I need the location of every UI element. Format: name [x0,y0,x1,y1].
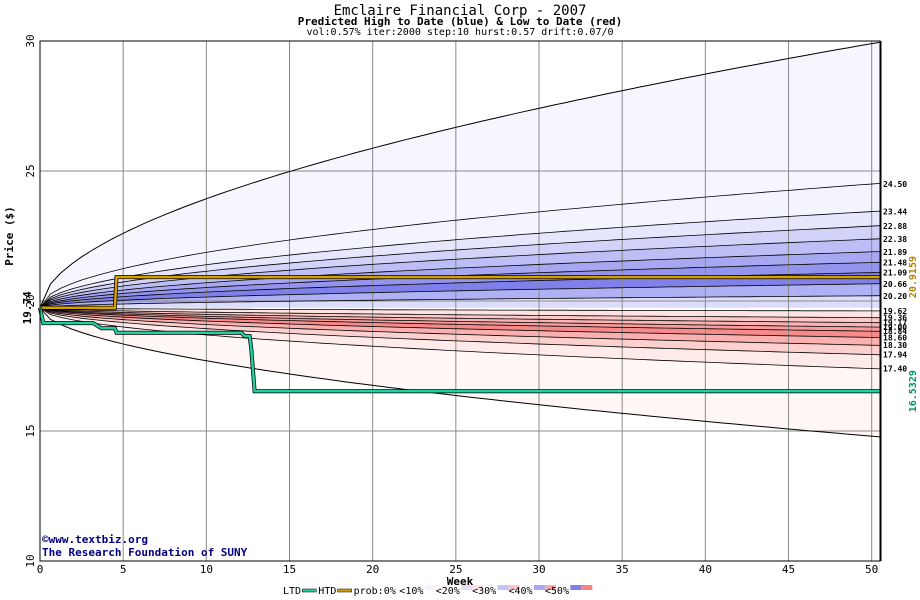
contour-high-22.38 [40,238,880,309]
y-tick-15: 15 [24,424,37,437]
ltd-end-label: 16.5329 [908,370,919,412]
level-label-19.62: 19.62 [883,307,907,316]
contour-low-19.00 [40,307,880,328]
ltd-line [38,307,880,393]
legend-swatch-top-7 [570,585,582,590]
watermark-org: The Research Foundation of SUNY [42,546,248,559]
level-label-19.00: 19.00 [883,323,907,332]
level-label-17.94: 17.94 [883,351,907,360]
y-tick-25: 25 [24,164,37,177]
legend-swatch-bottom-7 [581,585,593,590]
x-tick-15: 15 [283,563,296,576]
level-label-21.09: 21.09 [883,269,907,278]
legend-swatch-0 [302,588,317,593]
level-label-22.38: 22.38 [883,235,907,244]
legend-label-4: <20% [436,586,460,597]
x-tick-20: 20 [366,563,379,576]
legend-label-1: HTD [318,586,336,597]
level-label-21.89: 21.89 [883,248,907,257]
x-tick-35: 35 [616,563,629,576]
contour-low-17.94 [40,307,880,356]
contour-low-18.84 [40,307,880,332]
level-label-19.17: 19.17 [883,319,907,328]
level-label-18.30: 18.30 [883,341,907,350]
contour-low-18.60 [40,307,880,338]
x-tick-0: 0 [37,563,44,576]
legend-swatch-top-4 [461,585,473,590]
y-tick-20: 20 [24,294,37,307]
contour-low-18.30 [40,307,880,346]
contour-low-19.17 [40,307,880,324]
x-tick-10: 10 [200,563,213,576]
y-tick-30: 30 [24,34,37,47]
contour-high-21.89 [40,251,880,309]
plot-frame [39,40,881,562]
legend-label-5: <30% [472,586,496,597]
axes [39,40,882,562]
htd-line [40,275,880,310]
x-tick-30: 30 [532,563,545,576]
series-lines [38,275,880,394]
y-tick-10: 10 [24,554,37,567]
watermark-url: ©www.textbiz.org [42,533,148,546]
contour-high-20.20 [40,295,880,309]
level-label-20.20: 20.20 [883,292,907,301]
chart-params: vol:0.57% iter:2000 step:10 hurst:0.57 d… [306,27,614,38]
level-label-19.36: 19.36 [883,314,907,323]
level-label-17.40: 17.40 [883,365,907,374]
contour-low-19.62 [40,307,880,312]
legend-label-3: <10% [399,586,423,597]
level-label-18.60: 18.60 [883,333,907,342]
x-axis-label: Week [447,575,474,588]
x-tick-50: 50 [865,563,878,576]
contour-high-23.44 [40,210,880,309]
chart-title: Emclaire Financial Corp - 2007 [333,3,587,19]
legend-label-0: LTD [283,586,301,597]
legend: LTD HTD prob:0% <10% <20% <30% <40% <50% [283,585,593,597]
x-tick-25: 25 [449,563,462,576]
tick-labels: 0 5 10 15 20 25 30 35 40 45 50 10 15 20 25 30 Week Price … [3,34,919,588]
htd-end-label: 20.9159 [908,256,919,298]
band-high-20.20 [40,295,880,308]
y-axis-label: Price ($) [3,206,16,266]
level-label-23.44: 23.44 [883,208,907,217]
level-label-18.84: 18.84 [883,327,907,336]
chart-subtitle: Predicted High to Date (blue) & Low to D… [297,15,623,28]
start-price-label: 19.74 [21,291,34,324]
legend-swatch-1 [337,588,352,593]
contour-high-20.66 [40,283,880,309]
legend-swatch-top-6 [533,585,545,590]
x-tick-5: 5 [120,563,127,576]
legend-swatch-top-5 [497,585,509,590]
legend-swatch-bottom-4 [472,585,484,590]
contour-lines [40,41,880,438]
contour-high-22.88 [40,225,880,309]
level-label-21.48: 21.48 [883,259,907,268]
level-label-22.88: 22.88 [883,222,907,231]
legend-label-7: <50% [545,586,569,597]
contour-high-24.50 [40,183,880,309]
legend-label-6: <40% [509,586,533,597]
level-label-24.50: 24.50 [883,180,907,189]
legend-label-2: prob:0% [354,586,396,597]
level-label-20.66: 20.66 [883,280,907,289]
legend-swatch-bottom-5 [508,585,520,590]
contour-low-outer [40,307,880,438]
contour-low-19.36 [40,307,880,319]
legend-swatch-top-3 [424,585,436,590]
legend-swatch-bottom-6 [544,585,556,590]
x-tick-40: 40 [699,563,712,576]
x-tick-45: 45 [782,563,795,576]
contour-high-outer [40,41,880,309]
legend-swatch-bottom-3 [435,585,447,590]
